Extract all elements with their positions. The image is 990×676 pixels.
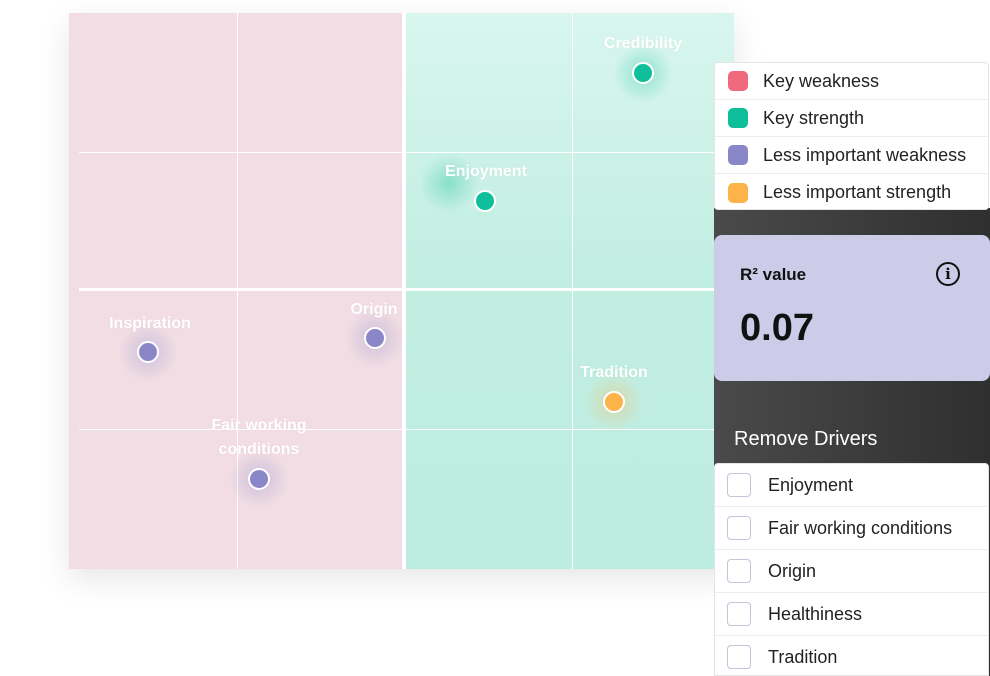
driver-label: Enjoyment <box>768 474 854 495</box>
legend-item-less-important-weakness: Less important weakness <box>715 137 988 174</box>
legend-label: Key weakness <box>763 70 880 91</box>
checkbox[interactable] <box>727 602 751 626</box>
point-origin[interactable] <box>364 327 386 349</box>
horizontal-axis-line <box>79 288 734 291</box>
driver-item-fair-working-conditions[interactable]: Fair working conditions <box>715 507 988 550</box>
checkbox[interactable] <box>727 516 751 540</box>
driver-label: Tradition <box>768 646 838 667</box>
driver-item-healthiness[interactable]: Healthiness <box>715 593 988 636</box>
legend-swatch <box>728 182 748 203</box>
legend-label: Less important weakness <box>763 144 967 165</box>
driver-label: Origin <box>768 560 817 581</box>
point-label-origin: Origin <box>350 301 398 318</box>
legend-swatch <box>728 108 748 128</box>
grid-line <box>237 13 238 569</box>
quadrant-plot: Credibility Enjoyment Inspiration Origin… <box>69 13 734 569</box>
point-fair-working-conditions[interactable] <box>248 468 270 490</box>
point-label-fair-working-conditions: Fair working conditions <box>211 417 307 458</box>
r2-title: R² value <box>740 265 807 284</box>
point-tradition[interactable] <box>603 391 625 413</box>
grid-line <box>572 13 573 569</box>
vertical-axis-line <box>402 13 406 569</box>
legend: Key weakness Key strength Less important… <box>714 62 989 210</box>
checkbox[interactable] <box>727 473 751 497</box>
driver-item-tradition[interactable]: Tradition <box>715 636 988 675</box>
driver-item-enjoyment[interactable]: Enjoyment <box>715 464 988 507</box>
legend-label: Less important strength <box>763 182 952 202</box>
point-label-tradition: Tradition <box>580 364 648 381</box>
point-credibility[interactable] <box>632 62 654 84</box>
driver-label: Healthiness <box>768 603 863 624</box>
r2-value: 0.07 <box>740 307 814 349</box>
checkbox[interactable] <box>727 645 751 669</box>
r2-card: R² value i 0.07 <box>714 235 990 381</box>
point-label-credibility: Credibility <box>603 35 683 52</box>
legend-item-key-strength: Key strength <box>715 100 988 137</box>
info-icon[interactable]: i <box>936 262 960 286</box>
remove-drivers-title: Remove Drivers <box>734 428 878 450</box>
point-enjoyment[interactable] <box>474 190 496 212</box>
weakness-zone <box>69 13 402 569</box>
point-label-inspiration: Inspiration <box>109 315 191 332</box>
grid-line <box>79 429 734 430</box>
driver-item-origin[interactable]: Origin <box>715 550 988 593</box>
point-label-enjoyment: Enjoyment <box>445 163 527 180</box>
driver-label: Fair working conditions <box>768 517 953 538</box>
checkbox[interactable] <box>727 559 751 583</box>
strength-zone <box>406 13 734 569</box>
grid-line <box>79 152 734 153</box>
legend-swatch <box>728 71 748 91</box>
legend-swatch <box>728 145 748 165</box>
legend-item-key-weakness: Key weakness <box>715 63 988 100</box>
legend-label: Key strength <box>763 107 865 128</box>
remove-drivers-list: Enjoyment Fair working conditions Origin… <box>714 463 989 676</box>
point-inspiration[interactable] <box>137 341 159 363</box>
legend-item-less-important-strength: Less important strength <box>715 174 988 211</box>
